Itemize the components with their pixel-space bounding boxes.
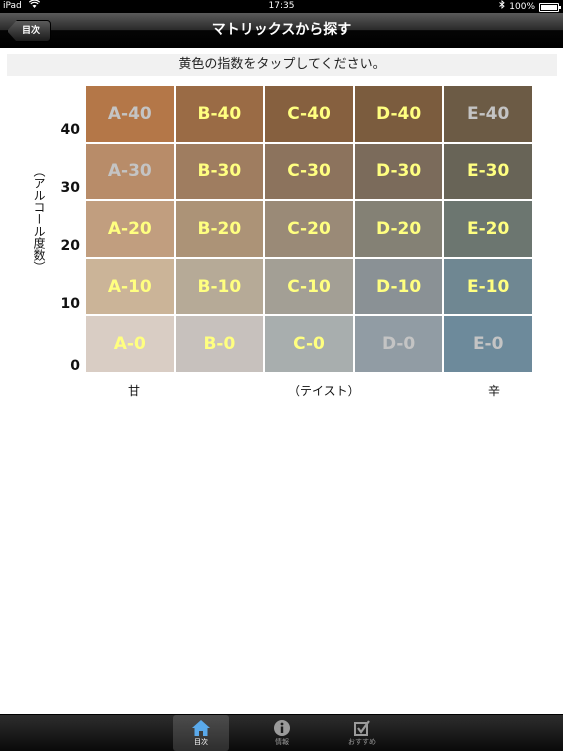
tab-bar: 目次 情報 おすすめ xyxy=(0,714,563,751)
matrix-cell[interactable]: B-30 xyxy=(175,143,264,200)
matrix-cell[interactable]: B-10 xyxy=(175,258,264,315)
tab-label: おすすめ xyxy=(348,738,376,746)
matrix-cell[interactable]: B-40 xyxy=(175,86,264,142)
matrix-cell[interactable]: D-30 xyxy=(354,143,443,200)
status-left: iPad xyxy=(3,0,40,13)
matrix-cell[interactable]: B-20 xyxy=(175,201,264,257)
matrix-cell[interactable]: D-40 xyxy=(354,86,443,142)
matrix-cell[interactable]: A-20 xyxy=(86,201,174,257)
matrix-cell[interactable]: A-30 xyxy=(86,143,174,200)
tab-label: 目次 xyxy=(194,738,208,746)
tab-contents[interactable]: 目次 xyxy=(173,715,229,751)
matrix-cell[interactable]: A-0 xyxy=(86,316,174,372)
tab-recommended[interactable]: おすすめ xyxy=(334,715,390,751)
matrix-cell[interactable]: B-0 xyxy=(175,316,264,372)
matrix-cell[interactable]: C-0 xyxy=(265,316,353,372)
y-tick-30: 30 xyxy=(60,180,80,196)
matrix-cell[interactable]: C-10 xyxy=(265,258,353,315)
x-axis-dry: 辛 xyxy=(488,384,501,398)
device-name: iPad xyxy=(3,1,22,11)
matrix-cell[interactable]: E-0 xyxy=(444,316,532,372)
status-right: 100% xyxy=(499,0,561,14)
matrix-cell[interactable]: D-10 xyxy=(354,258,443,315)
matrix-cell[interactable]: E-10 xyxy=(444,258,532,315)
matrix-cell[interactable]: C-40 xyxy=(265,86,353,142)
bluetooth-icon xyxy=(499,0,505,14)
instruction-text: 黄色の指数をタップしてください。 xyxy=(7,54,557,76)
y-tick-40: 40 xyxy=(60,122,80,138)
navigation-bar: 目次 マトリックスから探す xyxy=(0,13,563,48)
y-tick-10: 10 xyxy=(60,296,80,312)
info-icon xyxy=(272,719,292,737)
matrix-grid: A-40 B-40 C-40 D-40 E-40 A-30 B-30 C-30 D-30 E-30… xyxy=(86,86,532,372)
matrix-cell[interactable]: D-20 xyxy=(354,201,443,257)
back-button[interactable]: 目次 xyxy=(7,20,52,42)
matrix-cell[interactable]: C-20 xyxy=(265,201,353,257)
matrix-cell[interactable]: C-30 xyxy=(265,143,353,200)
status-bar: iPad 17:35 100% xyxy=(0,0,563,13)
matrix-cell[interactable]: A-10 xyxy=(86,258,174,315)
matrix-cell[interactable]: A-40 xyxy=(86,86,174,142)
x-axis-sweet: 甘 xyxy=(128,384,141,398)
page-title: マトリックスから探す xyxy=(211,22,352,38)
y-tick-20: 20 xyxy=(60,238,80,254)
matrix-cell[interactable]: E-20 xyxy=(444,201,532,257)
tab-info[interactable]: 情報 xyxy=(254,715,310,751)
y-tick-0: 0 xyxy=(70,358,80,374)
battery-percent: 100% xyxy=(509,1,535,12)
status-time: 17:35 xyxy=(268,1,295,11)
checkbox-icon xyxy=(352,719,372,737)
matrix-cell[interactable]: D-0 xyxy=(354,316,443,372)
y-axis-label: （アルコール度数） xyxy=(32,165,46,273)
tab-label: 情報 xyxy=(275,738,289,746)
battery-icon xyxy=(539,2,561,12)
x-axis-taste: （テイスト） xyxy=(288,384,360,398)
matrix-cell[interactable]: E-30 xyxy=(444,143,532,200)
wifi-icon xyxy=(28,0,40,11)
matrix-cell[interactable]: E-40 xyxy=(444,86,532,142)
home-icon xyxy=(191,719,211,737)
